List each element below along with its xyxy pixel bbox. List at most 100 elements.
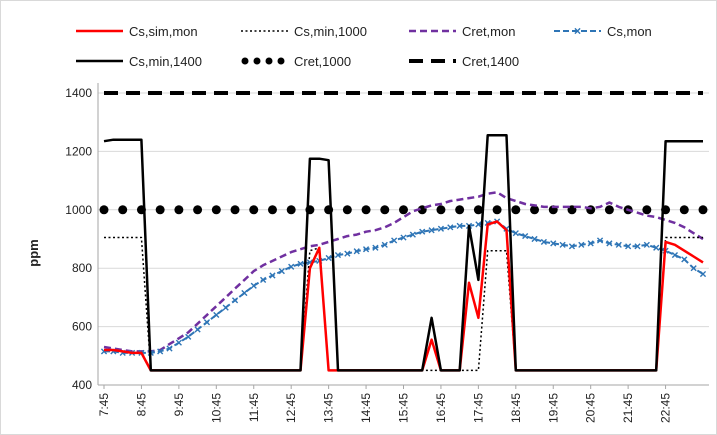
- series-cs-mon-point: [203, 319, 211, 326]
- x-tick-label: 17:45: [471, 393, 485, 423]
- legend-label: Cret,1400: [462, 54, 519, 69]
- y-tick-label: 1400: [65, 86, 92, 100]
- series-cret-1000-point: [530, 205, 540, 215]
- series-cret-1000-point: [174, 205, 184, 215]
- series-cret-1000-point: [473, 205, 483, 215]
- series-cret-1000-point: [455, 205, 465, 215]
- series-cret-1000-point: [361, 205, 371, 215]
- series-cs-mon-point: [550, 240, 557, 247]
- series-cs-mon-point: [250, 282, 257, 289]
- series-cret-1000-point: [267, 205, 277, 215]
- series-cret-1000-point: [399, 205, 408, 215]
- series-cs-mon-point: [157, 348, 164, 355]
- series-cret-1000-point: [679, 205, 689, 215]
- series-cs-mon-point: [344, 250, 351, 257]
- series-cs-mon-point: [353, 248, 360, 255]
- series-cs-mon-point: [475, 221, 482, 228]
- series-cs-mon-point: [166, 345, 173, 352]
- y-tick-label: 1200: [65, 144, 92, 158]
- x-tick-label: 14:45: [359, 393, 373, 423]
- series-cret-1000-point: [286, 205, 296, 215]
- series-cret-1000-point: [230, 205, 240, 215]
- series-cret-1000-point: [193, 205, 203, 215]
- series-cret-1000-point: [436, 205, 446, 215]
- series-cret-mon-line: [103, 191, 704, 353]
- legend-swatch: [277, 57, 285, 65]
- x-tick-label: 21:45: [621, 393, 635, 423]
- series-cs-mon-point: [241, 289, 248, 297]
- legend-item-cs-mon: Cs,mon: [554, 24, 652, 39]
- series-cret-1000-point: [698, 205, 708, 215]
- x-tick-label: 13:45: [322, 393, 336, 423]
- legend-label: Cs,sim,mon: [129, 24, 198, 39]
- x-tick-label: 20:45: [584, 393, 598, 423]
- series-cs-mon-point: [634, 243, 641, 250]
- series-cs-mon-point: [194, 326, 201, 333]
- series-cs-mon-point: [185, 333, 192, 340]
- y-tick-label: 800: [72, 261, 92, 275]
- legend-item-cs-sim-mon: Cs,sim,mon: [76, 24, 198, 39]
- series-cs-mon-point: [615, 241, 622, 248]
- legend-item-cret-mon: Cret,mon: [409, 24, 515, 39]
- legend-marker: [574, 27, 581, 35]
- x-tick-label: 22:45: [659, 393, 673, 423]
- y-tick-label: 400: [72, 378, 92, 392]
- series-cs-mon-line: [104, 220, 704, 354]
- series-cret-1000-point: [99, 205, 109, 215]
- legend-label: Cret,1000: [294, 54, 351, 69]
- series-cs-mon-point: [671, 251, 679, 259]
- series-cs-mon-point: [175, 339, 182, 346]
- series-cs-min-1400-line: [103, 134, 703, 372]
- x-tick-label: 19:45: [546, 393, 560, 423]
- series-cs-mon-point: [625, 243, 632, 250]
- series-cs-mon-point: [437, 225, 445, 232]
- legend-swatch: [265, 57, 273, 65]
- x-tick-label: 11:45: [247, 393, 261, 422]
- series-cs-mon-point: [213, 311, 220, 319]
- x-tick-label: 9:45: [172, 393, 186, 417]
- series-cs-sim-mon-line: [104, 220, 704, 372]
- series-cs-mon-point: [278, 268, 285, 275]
- series-cret-1000-point: [342, 205, 352, 215]
- series-cret-1000-point: [604, 205, 614, 215]
- legend-swatch: [253, 57, 261, 65]
- series-cs-mon-point: [578, 241, 585, 248]
- series-cs-mon-point: [456, 222, 463, 229]
- legend-item-cret-1000: Cret,1000: [241, 54, 351, 69]
- series-cret-1000-point: [642, 205, 652, 215]
- series-cs-mon-point: [269, 272, 276, 279]
- series-cs-mon-point: [260, 276, 267, 283]
- series-cs-mon-point: [231, 297, 239, 304]
- series-cs-mon-point: [288, 263, 295, 270]
- series-cs-mon-point: [400, 234, 407, 241]
- series-cret-1000-point: [155, 205, 165, 215]
- series-cs-mon-point: [587, 240, 594, 247]
- series-cret-1000-point: [492, 205, 502, 215]
- series-cs-mon-point: [419, 228, 426, 235]
- series-cs-mon-point: [409, 231, 416, 238]
- x-tick-label: 7:45: [97, 393, 111, 417]
- series-cs-mon-point: [381, 241, 388, 248]
- series-cret-1000-point: [118, 205, 128, 215]
- series-cs-mon-point: [428, 227, 435, 234]
- series-cs-mon-point: [512, 230, 519, 237]
- gridlines: [98, 92, 709, 386]
- series-cs-mon-point: [222, 304, 229, 311]
- series-cs-mon-point: [522, 232, 529, 240]
- series-cs-mon-point: [653, 244, 660, 251]
- series-cs-mon-point: [297, 260, 304, 267]
- legend-item-cs-min-1400: Cs,min,1400: [76, 54, 202, 69]
- x-tick-label: 16:45: [434, 393, 448, 423]
- legend-label: Cs,min,1000: [294, 24, 367, 39]
- series-cs-mon-point: [372, 244, 379, 251]
- series-cs-mon-point: [681, 256, 688, 263]
- series-cs-min-1000-line: [104, 236, 703, 372]
- x-tick-label: 10:45: [209, 393, 223, 423]
- legend-item-cret-1400: Cret,1400: [409, 54, 519, 69]
- x-tick-label: 15:45: [397, 393, 411, 423]
- series-cs-mon-point: [606, 240, 613, 247]
- series-cs-mon-point: [690, 265, 697, 272]
- series-cs-mon-point: [391, 237, 398, 244]
- series-cs-mon-point: [447, 224, 454, 231]
